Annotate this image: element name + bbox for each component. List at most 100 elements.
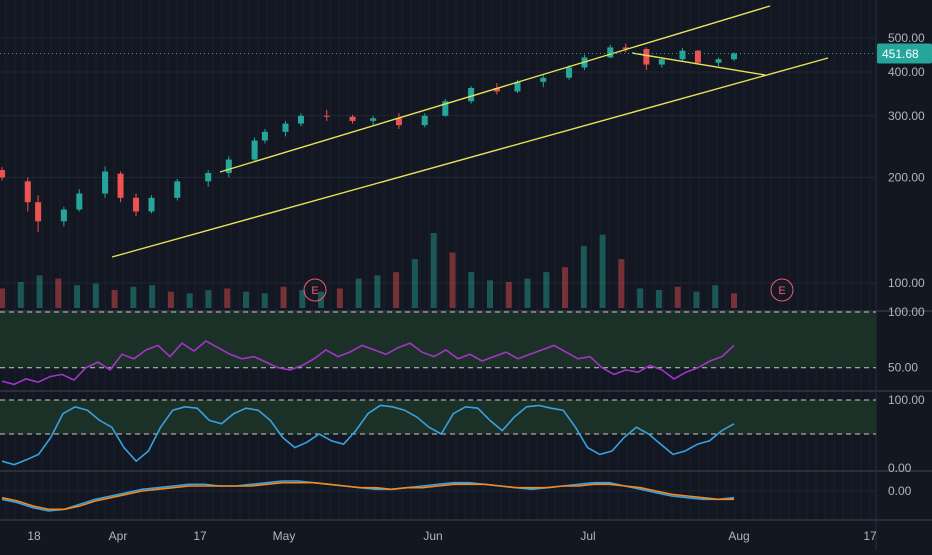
rsi-axis-tick-label: 50.00 [888,361,918,375]
candle-body[interactable] [493,88,500,92]
candle-body[interactable] [0,170,5,178]
volume-bar [580,246,587,308]
volume-bar [693,291,700,308]
candle-body[interactable] [174,181,181,198]
volume-bar [543,272,550,308]
candle-body[interactable] [468,88,475,102]
candle-body[interactable] [323,115,330,117]
candle-body[interactable] [24,181,31,203]
volume-bar [487,280,493,308]
rsi-axis-tick-label: 100.00 [888,305,925,319]
volume-bar [17,281,24,308]
earnings-marker[interactable] [770,278,794,302]
volume-bar [562,267,569,308]
volume-bar [299,290,306,308]
candle-body[interactable] [370,118,377,121]
volume-bar [374,275,381,308]
candle-body[interactable] [395,118,402,126]
volume-bar [261,293,268,308]
price-axis-tick-label: 300.00 [888,109,925,123]
volume-bar [637,288,644,308]
candle-body[interactable] [514,81,521,92]
volume-bar [74,285,81,308]
candle-body[interactable] [643,49,650,65]
candle-body[interactable] [60,209,67,222]
volume-bar [505,281,512,308]
price-axis-tick-label: 100.00 [888,276,925,290]
macd-signal-line[interactable] [1,481,734,511]
candle-body[interactable] [442,101,449,116]
volume-bar [55,278,62,308]
earnings-marker-label: E [778,285,785,297]
candle-body[interactable] [658,59,665,65]
rsi-zone [0,312,876,368]
candle-body[interactable] [148,197,155,212]
volume-bar [712,285,719,308]
price-axis-tick-label: 500.00 [888,31,925,45]
candle-body[interactable] [349,116,356,121]
volume-bar [280,286,287,308]
time-axis-tick-label: Aug [728,529,749,543]
candle-body[interactable] [76,193,83,210]
last-price-tag [877,43,932,64]
volume-bar [411,259,418,308]
candle-body[interactable] [133,197,140,212]
volume-bar [524,278,531,308]
volume-bar [468,272,475,308]
volume-bar [111,290,118,308]
rsi-line[interactable] [1,340,735,386]
candle-body[interactable] [282,123,289,132]
volume-bar [393,272,400,308]
volume-bar [36,275,43,308]
time-axis-tick-label: May [273,529,296,543]
candle-body[interactable] [566,67,573,78]
volume-bar [318,291,325,308]
channel-lower-trendline[interactable] [111,57,829,258]
candle-body[interactable] [117,173,124,198]
volume-bar [205,290,212,308]
volume-bar [599,234,606,308]
channel-upper-trendline[interactable] [219,5,771,173]
candle-body[interactable] [607,47,614,58]
volume-bar [355,278,362,308]
candle-body[interactable] [421,115,428,126]
stoch-line[interactable] [1,404,735,466]
candle-body[interactable] [715,59,722,63]
candle-body[interactable] [694,50,701,63]
candle-body[interactable] [297,115,304,124]
stoch-axis-tick-label: 100.00 [888,393,925,407]
candle-body[interactable] [731,53,737,60]
time-axis-tick-label: Jun [423,529,442,543]
candle-body[interactable] [540,77,547,82]
last-price-label: 451.68 [882,47,919,61]
candle-body[interactable] [679,50,686,60]
candle-body[interactable] [251,140,258,160]
volume-bar [655,290,662,308]
earnings-marker[interactable] [303,278,327,302]
volume-bar [449,252,456,308]
candle-body[interactable] [102,171,109,194]
stoch-axis-tick-label: 0.00 [888,461,912,475]
candle-body[interactable] [225,159,232,173]
volume-bar [430,233,437,308]
volume-bar [0,288,5,308]
time-axis-tick-label: Jul [580,529,595,543]
price-axis-tick-label: 200.00 [888,170,925,184]
volume-bar [92,283,99,308]
volume-bar [731,293,737,308]
candle-body[interactable] [35,202,42,222]
volume-bar [167,291,174,308]
volume-bar [243,291,249,308]
earnings-marker-label: E [311,285,318,297]
time-axis-tick-label: 17 [193,529,207,543]
time-axis-tick-label: Apr [109,529,128,543]
candle-body[interactable] [622,47,629,50]
wedge-trendline[interactable] [631,52,766,76]
volume-bar [674,286,681,308]
stoch-zone [0,400,876,434]
time-axis-tick-label: 18 [27,529,41,543]
candle-body[interactable] [261,131,268,141]
candle-body[interactable] [205,172,212,182]
